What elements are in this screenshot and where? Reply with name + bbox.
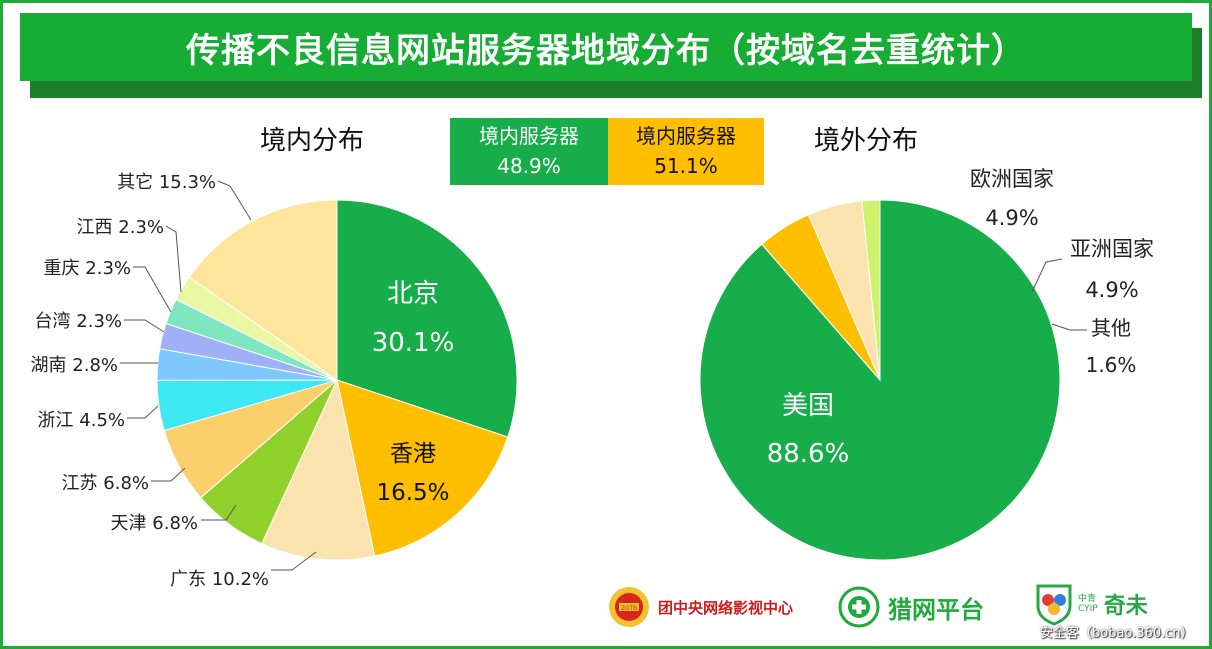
- pie-foreign: [699, 199, 1061, 561]
- callout-guangdong: 广东 10.2%: [170, 569, 269, 590]
- qiwei-shield-icon: [1036, 584, 1072, 626]
- league-emblem-icon: ZGTB: [609, 587, 649, 627]
- label-hongkong-name: 香港: [390, 441, 436, 467]
- callout-europe-name: 欧洲国家: [970, 167, 1054, 191]
- leader-tianjin: [201, 504, 237, 521]
- legend-domestic-box: [450, 118, 608, 185]
- label-beijing-name: 北京: [387, 279, 439, 309]
- callout-asia-name: 亚洲国家: [1070, 237, 1154, 261]
- legend-foreign-value: 51.1%: [654, 154, 718, 178]
- callout-jiangxi: 江西 2.3%: [77, 217, 164, 238]
- callout-chongqing: 重庆 2.3%: [44, 258, 131, 279]
- callout-others-name: 其他: [1091, 316, 1131, 340]
- footer-logos: ZGTB 团中央网络影视中心 猎网平台 中青 CYIP 奇未: [600, 580, 1200, 640]
- callout-tianjin: 天津 6.8%: [111, 513, 198, 534]
- logo-lietwang: 猎网平台: [838, 586, 984, 628]
- pie-slice-0-2: [261, 378, 376, 561]
- pie-domestic: [156, 199, 518, 561]
- pie-slice-1-3: [861, 199, 881, 381]
- legend-domestic-label: 境内服务器: [479, 124, 579, 148]
- lietwang-shield-icon: [838, 586, 880, 628]
- title-bar: 传播不良信息网站服务器地域分布（按域名去重统计）: [20, 13, 1192, 81]
- label-hongkong-pct: 16.5%: [376, 480, 449, 506]
- leader-others: [1051, 323, 1087, 331]
- logo-qiwei-top: 中青: [1078, 594, 1097, 604]
- callout-jiangsu: 江苏 6.8%: [62, 473, 149, 494]
- label-usa-pct: 88.6%: [767, 439, 850, 469]
- leader-chongqing: [133, 266, 172, 313]
- leader-jiangsu: [151, 467, 186, 482]
- label-beijing-pct: 30.1%: [372, 328, 455, 358]
- legend-domestic-value: 48.9%: [497, 154, 561, 178]
- callout-other: 其它 15.3%: [117, 172, 216, 193]
- callout-asia-pct: 4.9%: [1085, 278, 1138, 302]
- page-title: 传播不良信息网站服务器地域分布（按域名去重统计）: [186, 30, 1026, 71]
- legend-foreign-label: 境内服务器: [636, 124, 736, 148]
- pie-title-foreign: 境外分布: [814, 126, 918, 156]
- logo-league-center: ZGTB 团中央网络影视中心: [606, 584, 793, 630]
- callout-europe-pct: 4.9%: [985, 206, 1038, 230]
- watermark: 安全客（bobao.360.cn）: [1040, 626, 1194, 641]
- leader-asia: [1031, 258, 1063, 293]
- pie-title-domestic: 境内分布: [260, 126, 364, 156]
- leader-zhejiang: [127, 405, 159, 419]
- logo-qiwei-sub: CYIP: [1078, 604, 1098, 614]
- leader-other: [217, 180, 252, 221]
- logo-lietwang-text: 猎网平台: [888, 595, 984, 624]
- leader-jiangxi: [165, 225, 182, 293]
- pie-slice-0-1: [336, 379, 509, 557]
- logo-qiwei-text: 奇未: [1103, 594, 1148, 619]
- pie-slice-0-10: [188, 199, 338, 381]
- label-usa-name: 美国: [782, 391, 834, 421]
- callout-zhejiang: 浙江 4.5%: [38, 410, 125, 431]
- callout-others-pct: 1.6%: [1086, 353, 1137, 377]
- callout-hunan: 湖南 2.8%: [31, 355, 118, 376]
- emblem-text: ZGTB: [621, 605, 637, 612]
- callout-taiwan: 台湾 2.3%: [35, 311, 122, 332]
- leader-guangdong: [271, 551, 317, 571]
- legend-foreign-box: [608, 118, 764, 185]
- logo-league-text: 团中央网络影视中心: [658, 598, 794, 617]
- logo-qiwei: 中青 CYIP 奇未: [1034, 582, 1148, 626]
- leader-taiwan: [124, 319, 165, 333]
- pie-slice-0-0: [336, 199, 518, 438]
